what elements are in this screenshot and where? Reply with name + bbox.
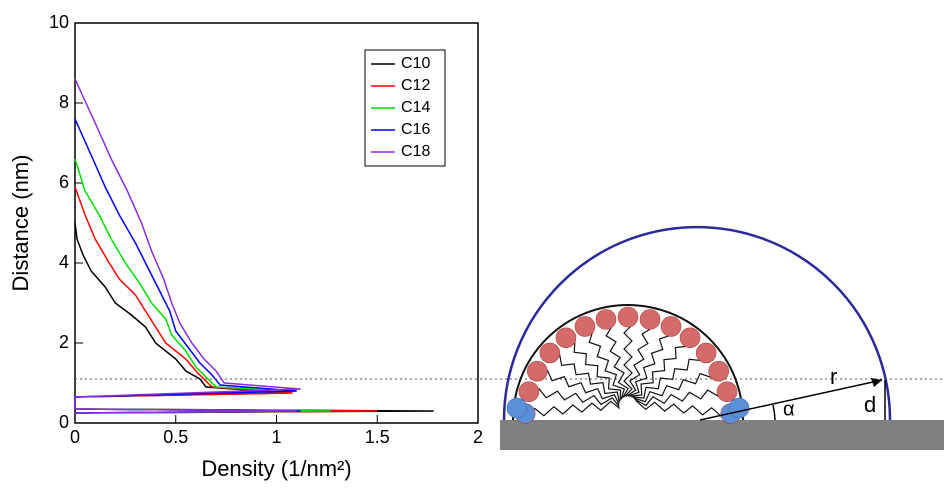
outer-arc [502,225,892,421]
y-tick-label: 10 [49,12,69,32]
chain [537,370,620,405]
head-bead [539,342,561,364]
micelle-diagram: r α d [75,225,944,450]
data-line [74,222,434,414]
distance-label: d [864,392,876,417]
y-tick-label: 6 [59,172,69,192]
angle-arc [772,404,776,421]
chains [524,316,731,418]
head-bead [708,360,730,382]
y-axis-label: Distance (nm) [8,155,33,292]
head-bead [506,397,528,419]
chain [627,326,672,397]
x-tick-label: 2 [473,427,483,447]
head-bead [574,316,596,337]
chain [565,337,622,402]
chain [625,319,653,397]
x-tick-label: 0.5 [163,427,188,447]
head-bead [639,309,661,330]
chain [635,400,731,418]
radius-label: r [830,364,837,389]
head-bead [679,327,701,349]
head-bead [518,381,540,403]
chain [623,316,633,398]
head-bead [660,316,682,337]
inner-arc [512,304,744,421]
chain [584,325,626,400]
data-line [74,158,331,414]
x-axis-label: Density (1/nm²) [201,456,351,481]
head-bead [728,397,750,419]
chain [605,318,629,399]
x-tick-label: 0 [70,427,80,447]
legend-label: C18 [401,143,430,160]
y-tick-label: 4 [59,252,69,272]
chain [634,389,728,407]
chain [631,352,707,399]
head-bead [716,381,738,403]
radius-arrow [699,379,883,421]
head-bead [695,342,717,364]
legend-label: C12 [401,77,430,94]
y-tick-label: 2 [59,332,69,352]
chain [632,370,720,403]
head-bead [595,309,617,330]
chain [629,337,691,397]
angle-label: α [783,398,795,420]
legend-label: C16 [401,121,430,138]
head-bead [555,327,577,349]
beads [506,306,750,424]
chain [528,388,620,408]
substrate [500,420,944,450]
data-line [74,78,301,414]
x-tick-label: 1.5 [365,427,390,447]
head-bead [617,306,639,328]
chart: 0 0.5 1 1.5 2 0 2 4 6 8 10 Density (1/nm²) Distance … [8,12,483,481]
legend-label: C14 [401,99,430,116]
x-tick-label: 1 [271,427,281,447]
chain [549,352,620,403]
data-line [74,118,301,414]
chain [524,400,621,417]
arrow-head [871,378,882,387]
legend-label: C10 [401,55,430,72]
head-bead [526,360,548,382]
y-tick-label: 8 [59,92,69,112]
y-tick-label: 0 [59,412,69,432]
